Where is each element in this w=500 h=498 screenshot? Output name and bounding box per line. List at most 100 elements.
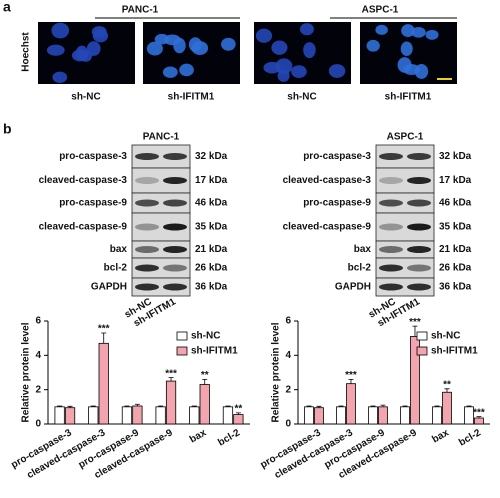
y-tick-label: 6 — [285, 316, 291, 327]
y-tick-label: 2 — [285, 384, 291, 395]
size-label: 17 kDa — [439, 175, 472, 186]
protein-label: cleaved-caspase-9 — [39, 222, 128, 233]
error-bar — [466, 405, 472, 407]
nucleus — [86, 41, 101, 56]
protein-label: pro-caspase-3 — [59, 151, 127, 162]
nucleus — [46, 44, 65, 56]
size-label: 26 kDa — [439, 263, 472, 274]
bar — [222, 406, 234, 425]
error-bar — [101, 332, 107, 344]
error-bar — [412, 325, 418, 337]
error-bar — [90, 405, 96, 407]
significance: *** — [165, 368, 177, 379]
nucleus — [179, 63, 194, 77]
bar — [98, 342, 109, 425]
x-tick-label: bax — [188, 427, 209, 445]
nucleus — [328, 64, 346, 78]
size-label: 21 kDa — [439, 244, 472, 255]
band — [379, 283, 403, 291]
size-label: 46 kDa — [195, 198, 228, 209]
band — [407, 246, 431, 253]
panel-label: b — [3, 121, 12, 137]
error-bar — [57, 405, 63, 407]
nucleus — [397, 57, 412, 73]
group-label: sh-NC — [287, 92, 316, 103]
y-axis-label: Relative protein level — [21, 322, 32, 422]
panel-label: a — [3, 0, 11, 15]
bar — [88, 406, 99, 425]
nucleus — [92, 29, 109, 43]
group-label: sh-IFITM1 — [385, 92, 432, 103]
size-label: 36 kDa — [439, 282, 472, 293]
y-tick-label: 4 — [285, 350, 291, 361]
band — [163, 177, 187, 184]
protein-label: pro-caspase-9 — [59, 198, 127, 209]
error-bar — [235, 412, 241, 415]
protein-label: bax — [110, 244, 128, 255]
size-label: 32 kDa — [439, 151, 472, 162]
band — [379, 264, 403, 272]
significance: *** — [98, 324, 110, 335]
blot-title: PANC-1 — [143, 132, 180, 143]
size-label: 32 kDa — [195, 151, 228, 162]
band — [407, 223, 431, 231]
significance: *** — [473, 407, 485, 418]
bar — [442, 391, 452, 425]
error-bar — [225, 405, 231, 407]
legend-label: sh-NC — [431, 331, 460, 342]
protein-label: GAPDH — [335, 282, 371, 293]
bar — [378, 406, 388, 425]
band — [135, 223, 159, 231]
nucleus — [146, 41, 163, 56]
blot-row — [131, 277, 191, 297]
legend-label: sh-IFITM1 — [191, 346, 238, 357]
y-tick-label: 6 — [35, 316, 41, 327]
band — [379, 177, 403, 184]
legend-swatch — [416, 346, 428, 356]
band — [407, 199, 431, 207]
nucleus — [52, 71, 68, 83]
error-bar — [124, 405, 130, 407]
bar — [314, 407, 324, 425]
y-tick-label: 0 — [35, 419, 41, 430]
nucleus — [375, 24, 388, 35]
nucleus — [291, 65, 307, 79]
y-tick-label: 0 — [285, 419, 291, 430]
nucleus — [162, 66, 178, 78]
cell-line-label: ASPC-1 — [362, 5, 399, 16]
protein-label: pro-caspase-3 — [303, 151, 371, 162]
nucleus — [191, 41, 209, 56]
nucleus — [71, 49, 88, 62]
band — [379, 153, 403, 160]
size-label: 36 kDa — [195, 282, 228, 293]
bar — [189, 406, 200, 425]
bar — [155, 406, 166, 425]
nucleus — [366, 39, 380, 52]
bar — [165, 380, 177, 425]
nucleus — [51, 22, 70, 39]
error-bar — [134, 403, 140, 406]
protein-label: cleaved-caspase-9 — [283, 222, 372, 233]
legend-swatch — [176, 346, 188, 356]
nucleus — [263, 61, 281, 74]
error-bar — [444, 388, 450, 393]
nucleus — [411, 26, 426, 38]
bar — [368, 406, 378, 425]
band — [407, 283, 431, 291]
bar — [121, 406, 133, 425]
nucleus — [221, 37, 236, 51]
bar — [336, 406, 346, 425]
band — [379, 199, 403, 207]
band — [163, 153, 187, 160]
nucleus — [255, 28, 273, 43]
size-label: 35 kDa — [439, 222, 472, 233]
protein-label: bcl-2 — [348, 263, 372, 274]
size-label: 46 kDa — [439, 198, 472, 209]
bar — [474, 417, 484, 425]
y-tick-label: 2 — [35, 384, 41, 395]
protein-label: cleaved-caspase-3 — [283, 175, 372, 186]
nucleus — [271, 40, 288, 55]
band — [135, 264, 159, 272]
nucleus — [277, 69, 290, 82]
bar — [432, 406, 442, 425]
